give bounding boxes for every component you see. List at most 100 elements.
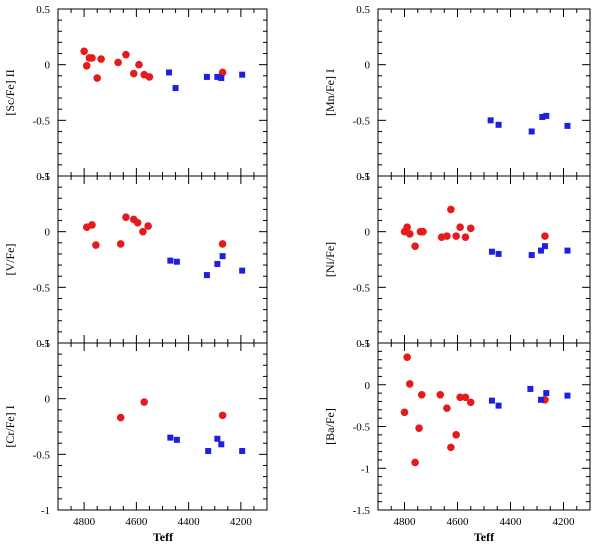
data-point-circle <box>82 61 91 70</box>
data-point-circle <box>129 69 138 78</box>
data-point-square <box>205 447 212 454</box>
data-point-circle <box>456 223 464 232</box>
y-tick-label: 0.5 <box>356 338 370 350</box>
data-point-square <box>173 436 180 443</box>
data-point-square <box>487 117 494 124</box>
data-point-square <box>537 396 544 403</box>
panel-v: 0.5 0 -0.5 -1 [V/Fe] <box>3 171 268 350</box>
data-point-circle <box>436 390 445 399</box>
data-point-square <box>564 392 571 399</box>
y-tick-label: 0 <box>365 60 371 72</box>
data-point-square <box>218 75 225 82</box>
data-point-square <box>564 247 571 254</box>
data-point-circle <box>417 390 426 399</box>
data-point-circle <box>406 380 414 388</box>
data-point-square <box>167 434 174 441</box>
y-tick-label: -1 <box>361 171 370 183</box>
plot-frame <box>377 175 591 344</box>
data-point-circle <box>403 223 411 232</box>
panel-sc: 0.5 0 -0.5 -1 [Sc/Fe] II <box>3 4 268 183</box>
data-point-circle <box>466 398 475 407</box>
data-point-circle <box>456 393 464 402</box>
panel-cr: 0.5 0 -0.5 -1 4800 4600 4400 4200 [Cr/Fe] I <box>3 338 268 528</box>
data-point-square <box>172 85 179 92</box>
data-point-square <box>166 69 173 76</box>
x-tick-label: 4600 <box>125 516 148 528</box>
data-point-square <box>214 73 221 80</box>
y-tick-label: 0 <box>45 394 51 406</box>
data-point-square <box>564 122 571 129</box>
y-tick-label: -1 <box>361 338 370 350</box>
panel-mn: 0.5 0 -0.5 -1 [Mn/Fe] I <box>323 4 591 183</box>
data-point-square <box>214 435 221 442</box>
y-tick-label: -0.5 <box>33 449 51 461</box>
data-point-square <box>495 121 502 128</box>
data-point-circle <box>93 74 101 82</box>
y-tick-label: 0.5 <box>356 171 370 183</box>
data-point-square <box>239 267 246 274</box>
data-point-circle <box>415 424 423 432</box>
data-point-circle <box>452 232 460 240</box>
y-tick-label: -0.5 <box>33 115 51 127</box>
data-point-circle <box>400 408 409 417</box>
data-point-square <box>543 390 550 397</box>
data-point-circle <box>411 458 419 467</box>
data-point-circle <box>88 221 96 229</box>
y-tick-label: -0.5 <box>33 282 51 294</box>
data-point-square <box>219 253 226 260</box>
y-tick-label: -1 <box>41 505 50 517</box>
data-point-circle <box>88 54 96 62</box>
data-point-square <box>488 397 495 404</box>
data-point-circle <box>443 232 451 240</box>
y-tick-label: 0.5 <box>36 338 50 350</box>
y-tick-label: -1 <box>361 463 370 475</box>
x-tick-label: 4200 <box>553 516 576 528</box>
data-point-circle <box>452 431 460 439</box>
y-axis-label: [Mn/Fe] I <box>323 69 337 116</box>
x-axis-label-left: Teff <box>153 530 174 544</box>
data-point-circle <box>411 242 419 250</box>
data-point-square <box>495 250 502 257</box>
data-point-circle <box>461 233 470 242</box>
data-point-circle <box>447 205 455 214</box>
data-point-circle <box>461 393 470 402</box>
data-point-square <box>173 258 180 265</box>
y-tick-label: 0.5 <box>36 171 50 183</box>
panel-ni: 0.5 0 -0.5 -1 [Ni/Fe] <box>323 171 591 350</box>
plot-frame <box>57 8 268 177</box>
data-point-circle <box>541 232 549 240</box>
x-tick-label: 4400 <box>178 516 201 528</box>
data-point-square <box>218 441 225 448</box>
data-point-circle <box>116 240 125 248</box>
data-point-square <box>539 113 546 120</box>
data-point-circle <box>406 230 414 238</box>
data-point-circle <box>218 411 227 420</box>
x-tick-label: 4200 <box>230 516 253 528</box>
y-tick-label: 0 <box>45 227 51 239</box>
data-point-square <box>528 252 535 259</box>
y-axis-label: [V/Fe] <box>3 244 17 276</box>
data-point-square <box>528 128 535 135</box>
plot-frame <box>57 342 268 511</box>
data-point-circle <box>218 68 227 77</box>
data-point-circle <box>97 55 105 63</box>
data-point-circle <box>140 398 149 406</box>
data-point-circle <box>443 404 451 412</box>
y-tick-label: 0 <box>365 380 371 392</box>
y-tick-label: -1 <box>41 338 50 350</box>
data-point-circle <box>144 222 152 230</box>
data-point-circle <box>145 73 154 81</box>
data-point-square <box>167 257 174 264</box>
plot-frame <box>57 175 268 344</box>
data-point-circle <box>92 241 100 249</box>
x-axis-label-right: Teff <box>474 530 495 544</box>
plot-frame <box>377 8 591 177</box>
y-tick-label: 0.5 <box>356 4 370 16</box>
y-tick-label: -1 <box>41 171 50 183</box>
y-axis-label: [Ni/Fe] <box>323 242 337 277</box>
data-point-circle <box>116 413 125 422</box>
data-point-circle <box>403 353 411 361</box>
y-tick-label: -0.5 <box>353 282 371 294</box>
data-point-square <box>214 260 221 267</box>
